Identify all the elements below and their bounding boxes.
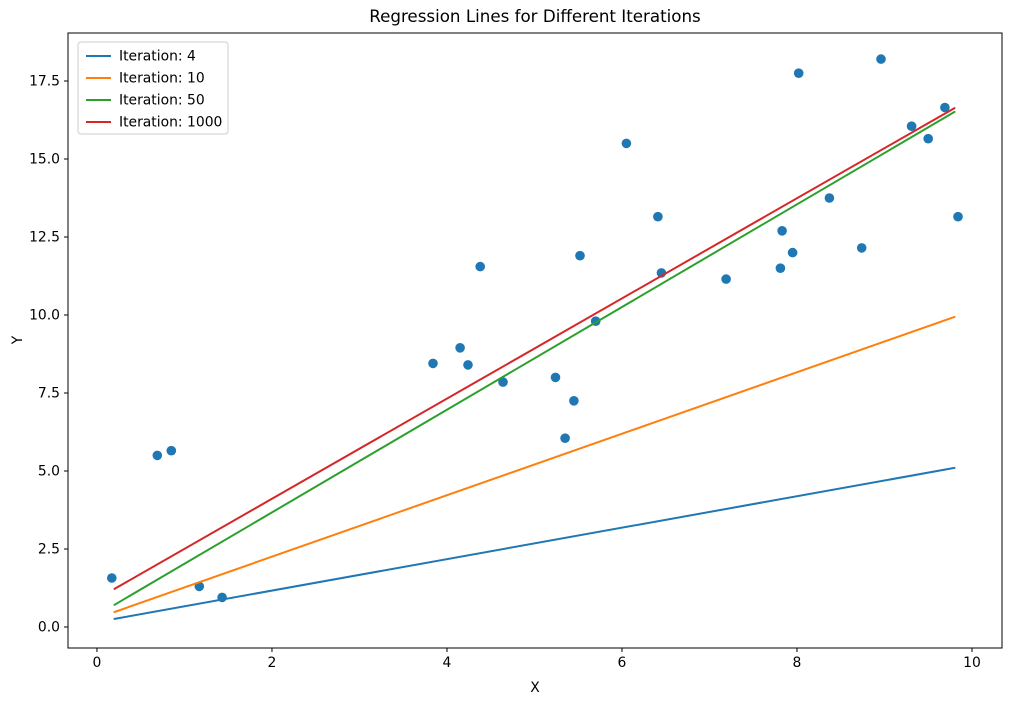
scatter-point	[721, 274, 731, 284]
scatter-point	[906, 121, 917, 131]
scatter-point	[463, 360, 473, 370]
scatter-point	[856, 243, 867, 253]
y-tick-label: 12.5	[29, 229, 60, 245]
scatter-point	[621, 138, 632, 149]
regression-line-4	[113, 107, 956, 590]
legend-entries: Iteration: 4 Iteration: 10 Iteration: 50 It…	[86, 49, 222, 131]
legend-label: Iteration: 10	[119, 71, 205, 87]
scatter-point	[455, 343, 465, 353]
x-tick-label: 4	[443, 655, 452, 671]
y-tick-label: 5.0	[38, 463, 60, 479]
y-tick-label: 10.0	[29, 307, 60, 323]
x-tick-label: 6	[618, 655, 627, 671]
legend-label: Iteration: 4	[119, 49, 196, 65]
scatter-point	[940, 102, 950, 113]
y-tick-label: 17.5	[29, 73, 60, 89]
regression-line-1	[113, 466, 956, 620]
y-tick-label: 2.5	[38, 541, 60, 557]
y-axis-label: Y	[10, 335, 26, 345]
x-axis-label: X	[530, 680, 540, 696]
tick-layer: 0 2 4 6 8 10 0.0 2.5 5.0 7.5 10.0 12.5 15.0 17.5	[29, 73, 981, 671]
y-tick-label: 15.0	[29, 151, 60, 167]
regression-line-2	[113, 315, 956, 613]
legend-label: Iteration: 1000	[119, 115, 222, 131]
plot-area	[68, 33, 1002, 648]
y-tick-label: 7.5	[38, 385, 60, 401]
scatter-point	[550, 372, 561, 383]
scatter-point	[777, 226, 787, 236]
chart-title: Regression Lines for Different Iteration…	[369, 6, 701, 26]
scatter-point	[787, 247, 798, 258]
x-tick-label: 0	[93, 655, 102, 671]
x-tick-label: 8	[793, 655, 802, 671]
scatter-point	[653, 211, 663, 222]
scatter-point	[569, 396, 579, 406]
scatter-point	[107, 573, 117, 583]
scatter-point	[428, 358, 438, 369]
scatter-point	[793, 68, 804, 78]
scatter-point	[775, 263, 786, 274]
scatter-point	[498, 377, 508, 387]
legend-label: Iteration: 50	[119, 93, 205, 109]
y-tick-label: 0.0	[38, 620, 60, 636]
scatter-point	[475, 261, 486, 272]
scatter-point	[876, 54, 886, 64]
legend: Iteration: 4 Iteration: 10 Iteration: 50 It…	[77, 41, 229, 135]
scatter-point	[824, 193, 835, 203]
scatter-point	[923, 133, 933, 144]
scatter-point	[560, 433, 570, 444]
legend-box	[77, 41, 229, 135]
axes-spines	[67, 32, 1003, 649]
scatter-point	[152, 450, 163, 461]
x-tick-label: 10	[963, 655, 981, 671]
x-tick-label: 2	[268, 655, 277, 671]
regression-lines-layer	[113, 107, 956, 620]
regression-line-3	[113, 110, 956, 606]
scatter-point	[166, 445, 177, 456]
scatter-point	[953, 211, 963, 222]
scatter-point	[575, 250, 585, 261]
